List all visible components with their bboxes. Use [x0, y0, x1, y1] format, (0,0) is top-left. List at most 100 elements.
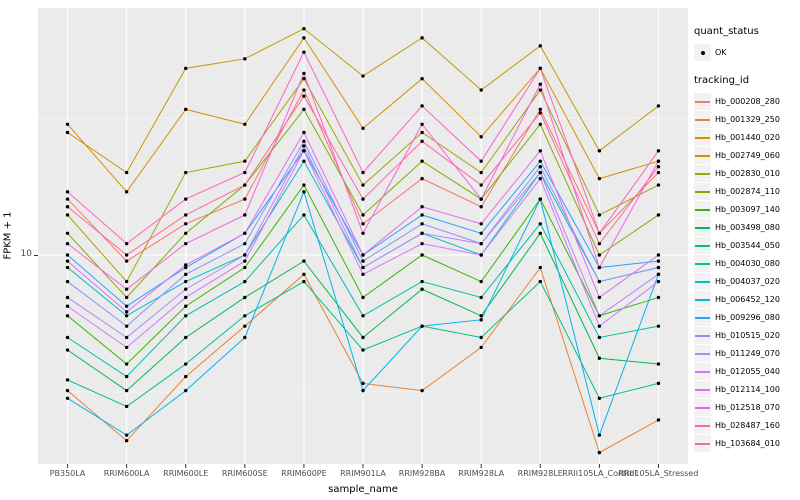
legend-item: Hb_002874_110	[694, 183, 800, 200]
line-key-icon	[694, 111, 711, 128]
data-point	[124, 310, 129, 314]
line-key-icon	[694, 327, 711, 344]
series-color-swatch	[695, 334, 710, 337]
line-key-icon	[694, 219, 711, 236]
data-point	[65, 388, 70, 393]
data-point	[597, 265, 602, 270]
data-point	[361, 74, 365, 78]
data-point	[538, 231, 542, 236]
legend-item: Hb_003097_140	[694, 201, 800, 218]
data-point	[184, 388, 188, 393]
line-key-icon	[694, 93, 711, 110]
data-point	[65, 279, 70, 284]
data-point	[656, 213, 661, 217]
line-key-icon	[694, 201, 711, 218]
data-point	[243, 335, 247, 340]
legend-item: Hb_011249_070	[694, 345, 800, 362]
data-point	[420, 324, 424, 328]
data-point	[538, 165, 542, 169]
legend-item-label: Hb_028487_160	[715, 421, 780, 430]
data-point	[361, 183, 365, 187]
data-point	[65, 130, 70, 135]
legend-item: Hb_003498_080	[694, 219, 800, 236]
x-tick-label: RRIM901LA	[340, 469, 386, 478]
data-point	[597, 279, 602, 284]
legend-item-label: Hb_006452_120	[715, 295, 780, 304]
data-point	[184, 265, 188, 270]
series-color-swatch	[695, 424, 710, 427]
legend-item-label: Hb_012055_040	[715, 367, 780, 376]
data-point	[184, 272, 188, 277]
data-point	[538, 149, 542, 153]
data-point	[479, 231, 483, 236]
data-point	[124, 388, 129, 393]
data-point	[597, 231, 602, 236]
data-point	[361, 259, 365, 263]
data-point	[124, 374, 129, 379]
data-point	[420, 231, 424, 236]
data-point	[65, 335, 70, 340]
y-tick-mark	[34, 255, 38, 256]
line-key-icon	[694, 273, 711, 290]
data-point	[361, 197, 365, 201]
data-point	[124, 362, 129, 366]
line-key-icon	[694, 165, 711, 182]
data-point	[361, 170, 365, 175]
legend-item: Hb_009296_080	[694, 309, 800, 326]
line-key-icon	[694, 255, 711, 272]
data-point	[538, 107, 542, 112]
data-point	[124, 304, 129, 308]
legend-item: Hb_001440_020	[694, 129, 800, 146]
data-point	[420, 213, 424, 217]
x-tick-label: PB350LA	[49, 469, 86, 478]
data-point	[420, 130, 424, 135]
series-color-swatch	[695, 172, 710, 175]
legend-item-label: Hb_011249_070	[715, 349, 780, 358]
series-color-swatch	[695, 262, 710, 265]
x-tick-label: RRIM928LE	[517, 469, 563, 478]
data-point	[184, 295, 188, 300]
legend-item-label: Hb_002830_010	[715, 169, 780, 178]
data-point	[124, 279, 129, 284]
legend-tracking-id-items: Hb_000208_280 Hb_001329_250 Hb_001440_020 H…	[694, 93, 800, 452]
data-point	[302, 36, 306, 40]
x-tick-label: RRII105LA_Stressed	[618, 469, 699, 478]
line-key-icon	[694, 129, 711, 146]
legend: quant_status OK tracking_id Hb_000208_28…	[694, 0, 800, 453]
x-tick-label: RRIM600LA	[103, 469, 150, 478]
x-tick-label: RRIM928LA	[458, 469, 505, 478]
legend-item: Hb_000208_280	[694, 93, 800, 110]
data-point	[184, 287, 188, 291]
line-key-icon	[694, 345, 711, 362]
series-color-swatch	[695, 190, 710, 193]
data-point	[656, 149, 661, 153]
legend-item: Hb_004030_080	[694, 255, 800, 272]
data-point	[479, 241, 483, 246]
legend-item-label: OK	[715, 48, 727, 57]
data-point	[656, 253, 661, 257]
data-point	[538, 159, 542, 163]
data-point	[538, 197, 542, 201]
data-point	[479, 159, 483, 163]
data-point	[656, 418, 661, 422]
data-point	[361, 265, 365, 270]
data-point	[656, 295, 661, 300]
data-point	[302, 272, 306, 277]
data-point	[184, 66, 188, 71]
data-point	[302, 94, 306, 98]
data-point	[302, 183, 306, 187]
data-point	[420, 222, 424, 226]
black-point-icon	[700, 50, 705, 55]
data-point	[479, 318, 483, 322]
data-point	[124, 287, 129, 291]
data-point	[538, 170, 542, 175]
data-point	[243, 259, 247, 263]
data-point	[184, 374, 188, 379]
data-point	[656, 165, 661, 169]
data-point	[124, 345, 129, 350]
data-point	[479, 205, 483, 209]
data-point	[243, 170, 247, 175]
data-point	[597, 335, 602, 340]
x-tick-labels: PB350LA RRIM600LA RRIM600LE RRIM600SE RRIM60…	[38, 469, 699, 481]
data-point	[656, 381, 661, 386]
